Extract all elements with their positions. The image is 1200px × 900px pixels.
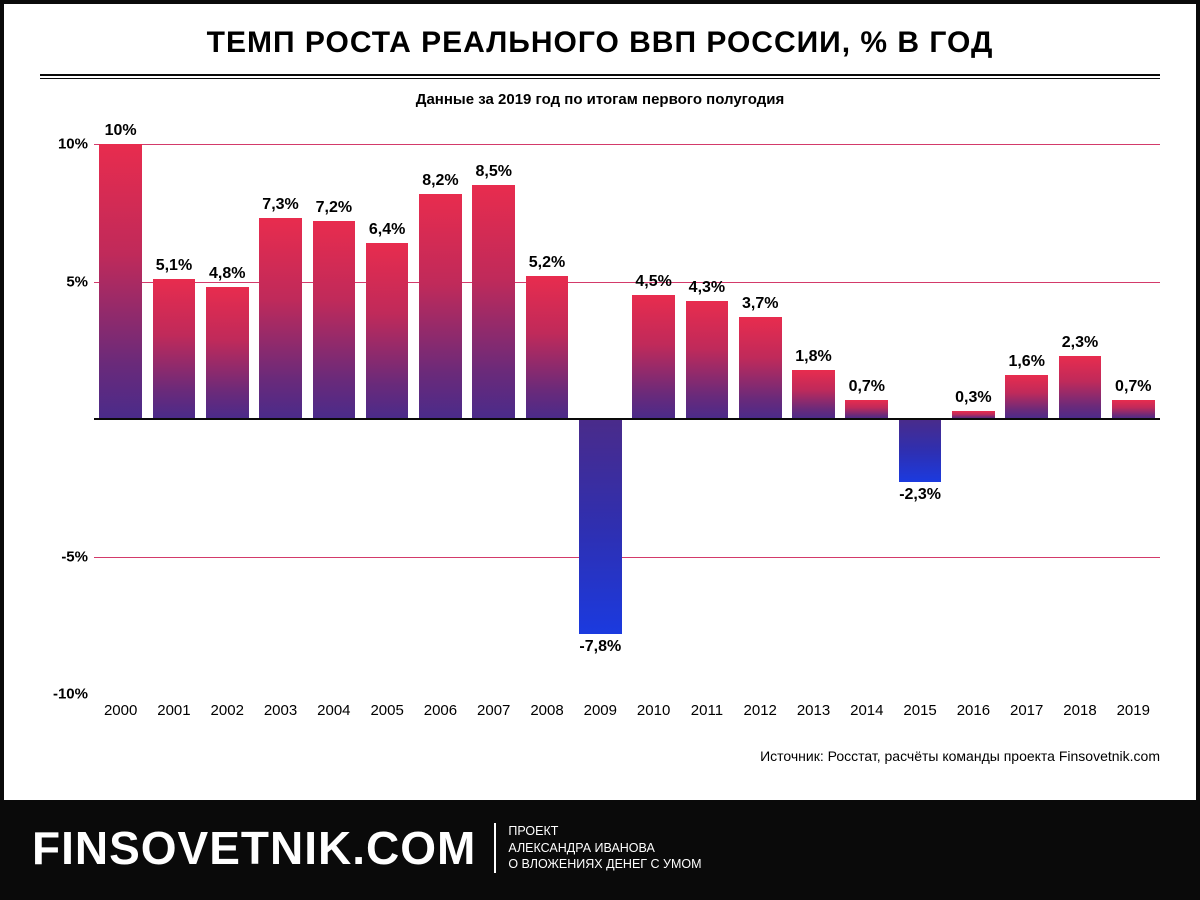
value-label: 5,1% [147, 257, 200, 275]
value-label: 3,7% [734, 295, 787, 313]
bar [632, 295, 675, 419]
x-tick-label: 2002 [201, 698, 254, 734]
bar [206, 287, 249, 419]
bar [1059, 356, 1102, 419]
y-tick-label: -10% [40, 686, 88, 703]
value-label: 10% [94, 122, 147, 140]
x-tick-label: 2014 [840, 698, 893, 734]
value-label: 4,3% [680, 279, 733, 297]
y-tick-label: 10% [40, 136, 88, 153]
bar [686, 301, 729, 419]
x-tick-label: 2006 [414, 698, 467, 734]
value-label: 1,6% [1000, 353, 1053, 371]
chart-title: ТЕМП РОСТА РЕАЛЬНОГО ВВП РОССИИ, % В ГОД [4, 4, 1196, 74]
x-tick-label: 2015 [893, 698, 946, 734]
value-label: 8,2% [414, 172, 467, 190]
bar [313, 221, 356, 419]
bar [99, 144, 142, 419]
footer-tagline-line: АЛЕКСАНДРА ИВАНОВА [508, 841, 654, 855]
chart-card: ТЕМП РОСТА РЕАЛЬНОГО ВВП РОССИИ, % В ГОД… [0, 0, 1200, 900]
x-tick-label: 2001 [147, 698, 200, 734]
value-label: 7,3% [254, 196, 307, 214]
chart-subtitle: Данные за 2019 год по итогам первого пол… [4, 79, 1196, 114]
x-tick-label: 2012 [734, 698, 787, 734]
bar [899, 419, 942, 482]
bar [259, 218, 302, 419]
plot-area: -10%-5%5%10%10%5,1%4,8%7,3%7,2%6,4%8,2%8… [94, 144, 1160, 694]
value-label: 1,8% [787, 348, 840, 366]
source-note: Источник: Росстат, расчёты команды проек… [760, 748, 1160, 764]
bar [1112, 400, 1155, 419]
value-label: 0,7% [1107, 378, 1160, 396]
x-axis: 2000200120022003200420052006200720082009… [94, 698, 1160, 734]
bar [419, 194, 462, 420]
chart-area: -10%-5%5%10%10%5,1%4,8%7,3%7,2%6,4%8,2%8… [40, 144, 1160, 734]
x-tick-label: 2004 [307, 698, 360, 734]
x-tick-label: 2016 [947, 698, 1000, 734]
bar [153, 279, 196, 419]
title-rule-thick [40, 74, 1160, 76]
bar [739, 317, 782, 419]
value-label: 8,5% [467, 163, 520, 181]
value-label: 4,5% [627, 273, 680, 291]
footer-tagline: ПРОЕКТ АЛЕКСАНДРА ИВАНОВА О ВЛОЖЕНИЯХ ДЕ… [494, 823, 701, 874]
bar [579, 419, 622, 634]
y-tick-label: 5% [40, 273, 88, 290]
x-tick-label: 2005 [360, 698, 413, 734]
x-tick-label: 2000 [94, 698, 147, 734]
bar [526, 276, 569, 419]
value-label: 0,3% [947, 389, 1000, 407]
value-label: 6,4% [360, 221, 413, 239]
x-tick-label: 2008 [520, 698, 573, 734]
value-label: 7,2% [307, 199, 360, 217]
value-label: 2,3% [1053, 334, 1106, 352]
bar [1005, 375, 1048, 419]
footer-banner: FINSOVETNIK.COM ПРОЕКТ АЛЕКСАНДРА ИВАНОВ… [4, 800, 1196, 896]
value-label: -2,3% [893, 486, 946, 504]
value-label: 5,2% [520, 254, 573, 272]
bar [845, 400, 888, 419]
bar [792, 370, 835, 420]
x-tick-label: 2007 [467, 698, 520, 734]
value-label: -7,8% [574, 638, 627, 656]
x-tick-label: 2013 [787, 698, 840, 734]
zero-line [94, 418, 1160, 420]
x-tick-label: 2003 [254, 698, 307, 734]
x-tick-label: 2010 [627, 698, 680, 734]
value-label: 0,7% [840, 378, 893, 396]
footer-tagline-line: ПРОЕКТ [508, 824, 558, 838]
x-tick-label: 2011 [680, 698, 733, 734]
x-tick-label: 2018 [1053, 698, 1106, 734]
value-label: 4,8% [201, 265, 254, 283]
footer-site: FINSOVETNIK.COM [32, 821, 476, 875]
bar [472, 185, 515, 419]
x-tick-label: 2019 [1107, 698, 1160, 734]
y-tick-label: -5% [40, 548, 88, 565]
footer-tagline-line: О ВЛОЖЕНИЯХ ДЕНЕГ С УМОМ [508, 857, 701, 871]
x-tick-label: 2009 [574, 698, 627, 734]
x-tick-label: 2017 [1000, 698, 1053, 734]
bar [366, 243, 409, 419]
